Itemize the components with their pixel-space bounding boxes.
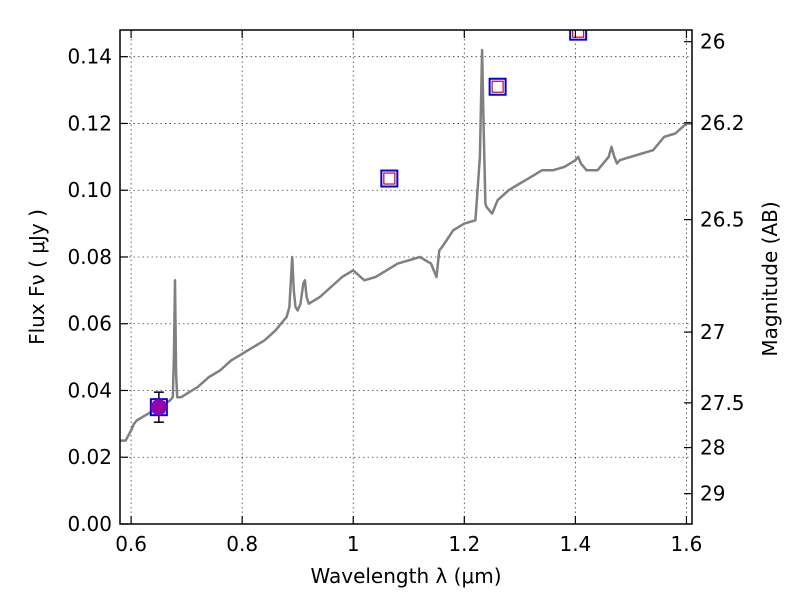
- y2-axis-title: Magnitude (AB): [758, 201, 782, 356]
- model-flux-square: [380, 169, 399, 188]
- photometry-markers: [149, 30, 588, 423]
- x-tick-label: 1.2: [448, 532, 480, 556]
- y2-tick-label: 27: [700, 320, 725, 344]
- model-flux-inner-square: [572, 30, 585, 38]
- y2-tick-label: 26: [700, 30, 725, 54]
- y-tick-label: 0.08: [67, 245, 112, 269]
- y2-tick-label: 29: [700, 482, 725, 506]
- series-layer: [120, 48, 692, 442]
- model-flux-inner-square: [383, 172, 396, 185]
- x-tick-label: 1.6: [671, 532, 703, 556]
- y2-tick-label: 26.5: [700, 208, 745, 232]
- gridlines: [120, 30, 692, 524]
- y-axis-title: Flux Fν ( μJy ): [25, 209, 49, 345]
- model-flux-square: [488, 77, 507, 96]
- y2-tick-label: 27.5: [700, 391, 745, 415]
- y-tick-label: 0.02: [67, 445, 112, 469]
- y-tick-label: 0.14: [67, 45, 112, 69]
- plot-frame: [119, 29, 693, 525]
- tick-labels: 0.6 0.8 1 1.2 1.4 1.6 0.00 0.02 0.04 0.06 0.08 0.10…: [67, 30, 744, 556]
- y2-tick-label: 28: [700, 436, 725, 460]
- x-tick-label: 1.4: [559, 532, 591, 556]
- axis-ticks: [120, 30, 692, 525]
- x-tick-label: 0.6: [115, 532, 147, 556]
- observed-flux-point: [150, 399, 167, 416]
- x-tick-label: 1: [347, 532, 360, 556]
- y-tick-label: 0.12: [67, 111, 112, 135]
- x-tick-label: 0.8: [226, 532, 258, 556]
- y-tick-label: 0.10: [67, 178, 112, 202]
- model-flux-square: [569, 30, 588, 41]
- model-flux-inner-square: [491, 80, 504, 93]
- spectrum-line: [120, 48, 692, 442]
- y-tick-label: 0.04: [67, 378, 112, 402]
- y-tick-label: 0.06: [67, 312, 112, 336]
- y2-tick-label: 26.2: [700, 111, 745, 135]
- y-tick-label: 0.00: [67, 512, 112, 536]
- x-axis-title: Wavelength λ (μm): [310, 564, 501, 588]
